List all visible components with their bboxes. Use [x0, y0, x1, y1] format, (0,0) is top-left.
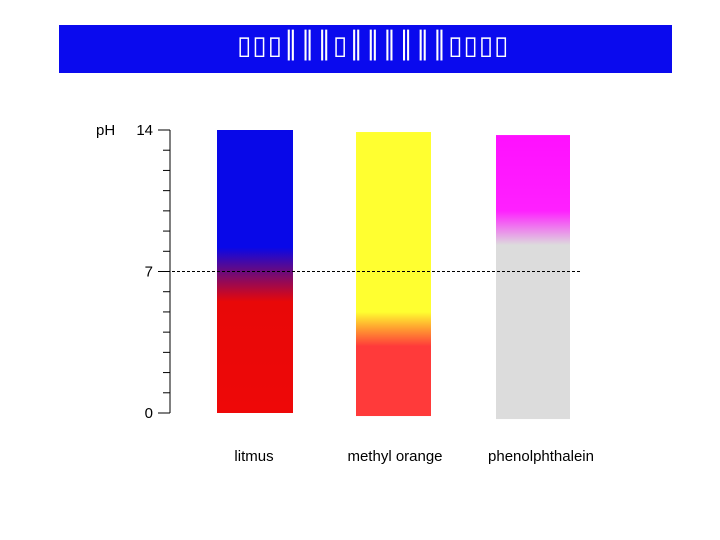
y-tick-label: 14	[136, 122, 153, 139]
slide-title: ▯▯▯║║║▯║║║║║║▯▯▯▯	[237, 31, 510, 61]
category-label: litmus	[234, 448, 273, 465]
category-label: phenolphthalein	[488, 448, 594, 465]
bar-phenolphthalein	[496, 135, 570, 420]
y-axis-label: pH	[96, 122, 115, 139]
y-tick-label: 7	[145, 264, 153, 281]
bar-methyl-orange	[356, 132, 431, 417]
category-label: methyl orange	[347, 448, 442, 465]
bars	[217, 130, 570, 420]
category-labels: litmus methyl orange phenolphthalein	[234, 448, 594, 465]
title-bar: ▯▯▯║║║▯║║║║║║▯▯▯▯	[59, 25, 672, 73]
y-tick-label: 0	[145, 405, 153, 422]
y-axis: 14 7 0 pH	[96, 122, 171, 422]
